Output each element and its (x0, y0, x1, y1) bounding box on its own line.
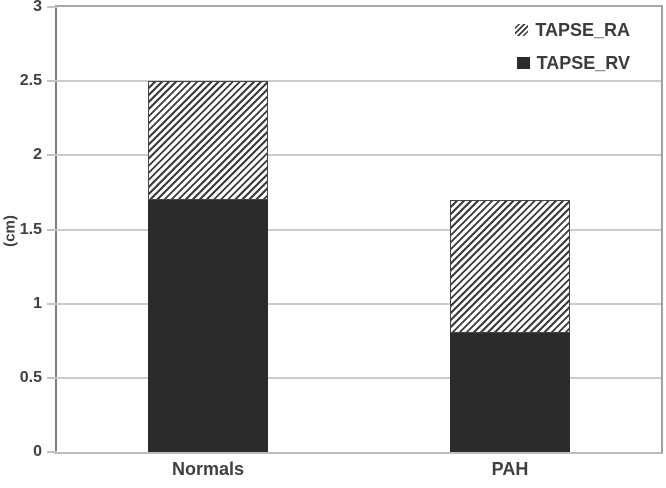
legend: TAPSE_RA TAPSE_RV (515, 19, 630, 74)
gridline-2 (57, 154, 661, 157)
y-tick-mark-2.5 (47, 80, 57, 83)
bar-tapse_rv-normals (148, 199, 268, 452)
y-tick-mark-3 (47, 6, 57, 8)
y-tick-label-2: 2 (33, 146, 42, 164)
y-tick-label-0.5: 0.5 (19, 368, 42, 386)
y-tick-label-3: 3 (33, 0, 42, 15)
y-tick-mark-1.5 (47, 228, 57, 231)
y-tick-label-1: 1 (33, 294, 42, 312)
y-axis-title: (cm) (1, 215, 19, 247)
x-tick-label-pah: PAH (491, 459, 529, 479)
bar-tapse_ra-normals (148, 81, 268, 200)
legend-label: TAPSE_RV (536, 53, 630, 73)
gridline-0.5 (57, 376, 661, 379)
solid-square-icon (516, 57, 530, 69)
y-tick-mark-0 (47, 451, 57, 453)
bar-tapse_rv-pah (450, 333, 570, 452)
x-tick-label-normals: Normals (171, 459, 245, 479)
y-tick-label-1.5: 1.5 (19, 220, 42, 238)
legend-item-tapse_ra: TAPSE_RA (515, 19, 630, 41)
y-tick-label-2.5: 2.5 (19, 72, 42, 90)
gridline-1.5 (57, 228, 661, 231)
hatched-square-icon (515, 24, 529, 36)
legend-label: TAPSE_RA (535, 20, 630, 40)
y-tick-label-0: 0 (33, 443, 42, 460)
gridline-1 (57, 302, 661, 305)
plot-area (57, 7, 661, 452)
y-tick-mark-2 (47, 154, 57, 157)
y-tick-mark-0.5 (47, 376, 57, 379)
y-tick-mark-1 (47, 302, 57, 305)
legend-item-tapse_rv: TAPSE_RV (515, 52, 630, 74)
gridline-2.5 (57, 80, 661, 83)
bar-tapse_ra-pah (450, 199, 570, 334)
